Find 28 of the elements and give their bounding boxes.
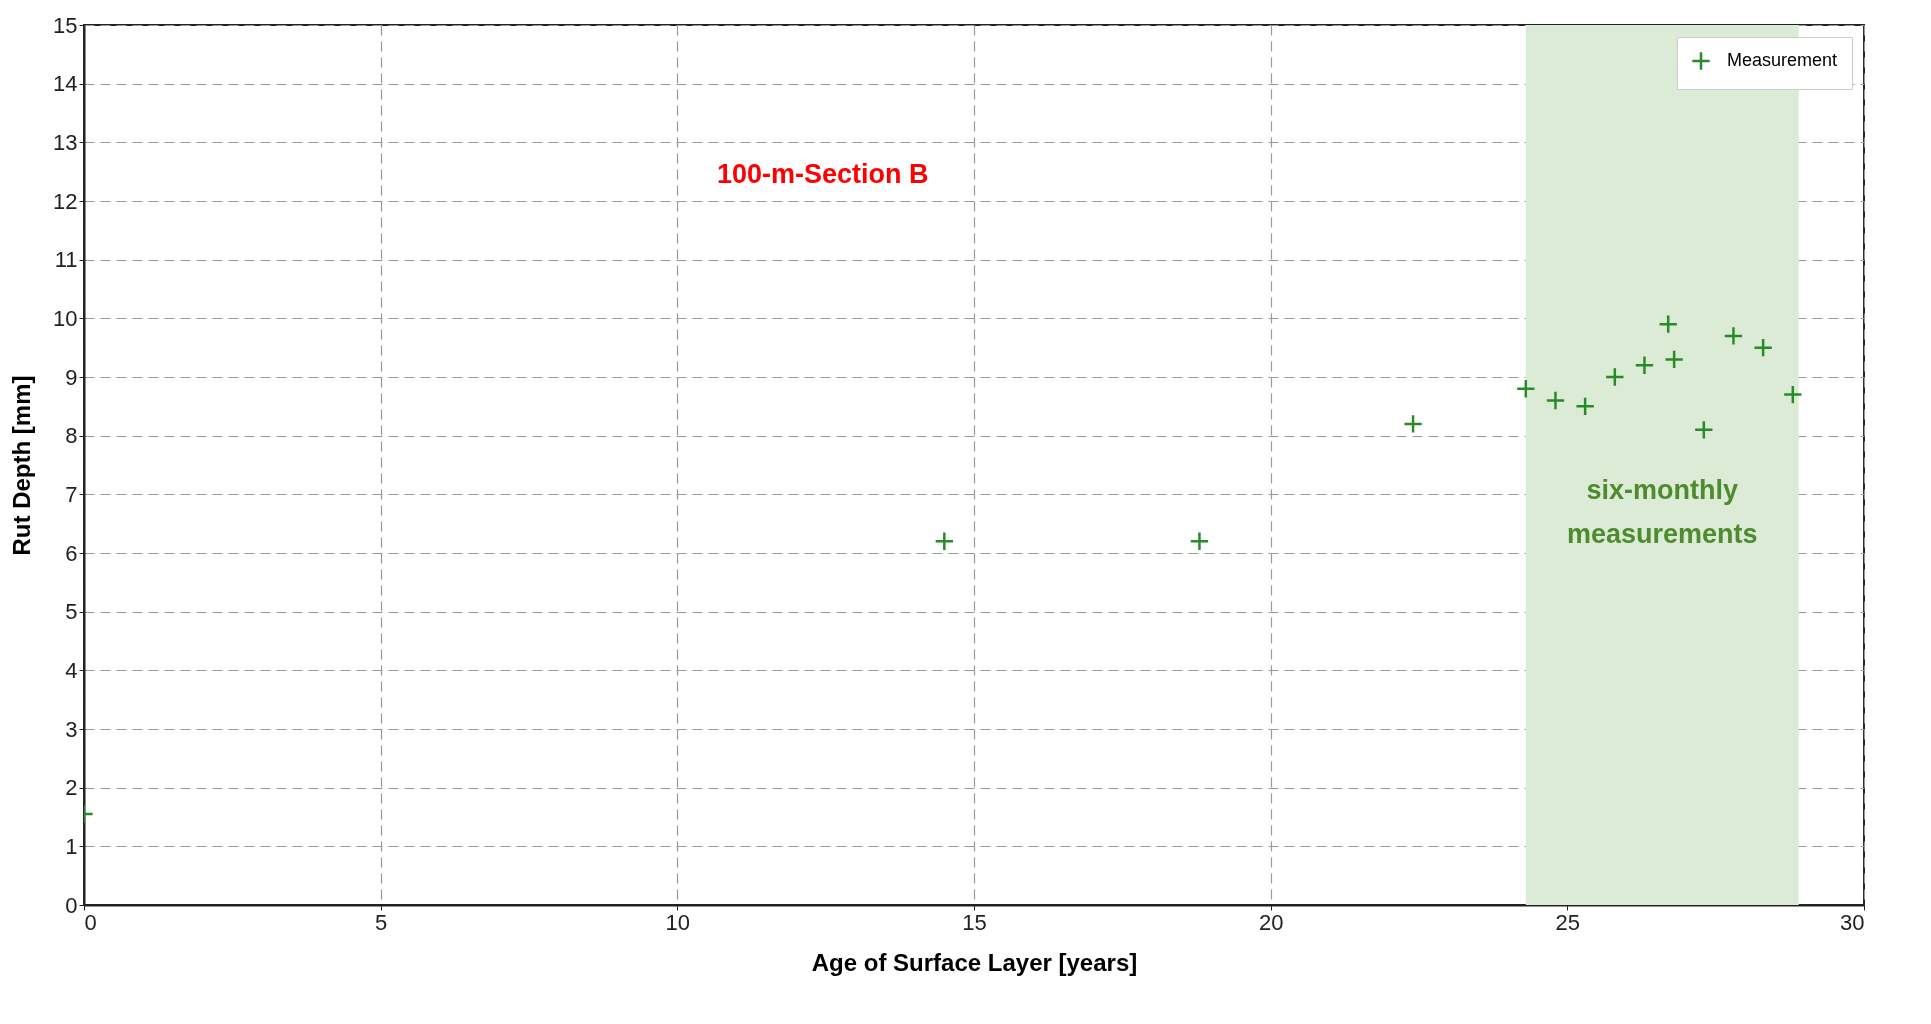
annotation: 100-m-Section B	[716, 158, 929, 189]
y-tick-label: 4	[65, 657, 78, 683]
x-axis-title: Age of Surface Layer [years]	[811, 948, 1138, 976]
y-tick-label: 9	[65, 364, 78, 390]
x-tick-label: 25	[1555, 909, 1581, 935]
y-tick-label: 5	[65, 599, 78, 625]
y-tick-label: 2	[65, 775, 78, 801]
x-tick-label: 15	[962, 909, 987, 935]
y-axis-title: Rut Depth [mm]	[8, 375, 36, 556]
y-tick-label: 13	[53, 129, 78, 155]
x-tick-label: 5	[375, 909, 388, 935]
y-tick-label: 14	[53, 71, 78, 97]
x-tick-label: 10	[665, 909, 691, 935]
x-tick-label: 30	[1840, 909, 1865, 935]
legend-label: Measurement	[1727, 50, 1838, 70]
y-tick-label: 7	[65, 481, 78, 507]
y-tick-label: 15	[53, 12, 78, 38]
y-tick-label: 8	[65, 423, 78, 449]
y-tick-label: 3	[65, 716, 78, 742]
band-label: six-monthly measurements	[1566, 475, 1758, 550]
y-tick-label: 6	[65, 540, 78, 566]
x-tick-label: 20	[1258, 909, 1284, 935]
y-tick-label: 10	[53, 305, 78, 331]
y-tick-label: 0	[65, 892, 78, 918]
y-tick-label: 12	[53, 188, 78, 214]
x-tick-label: 0	[84, 909, 97, 935]
y-tick-label: 1	[65, 833, 78, 859]
y-tick-label: 11	[54, 247, 78, 273]
